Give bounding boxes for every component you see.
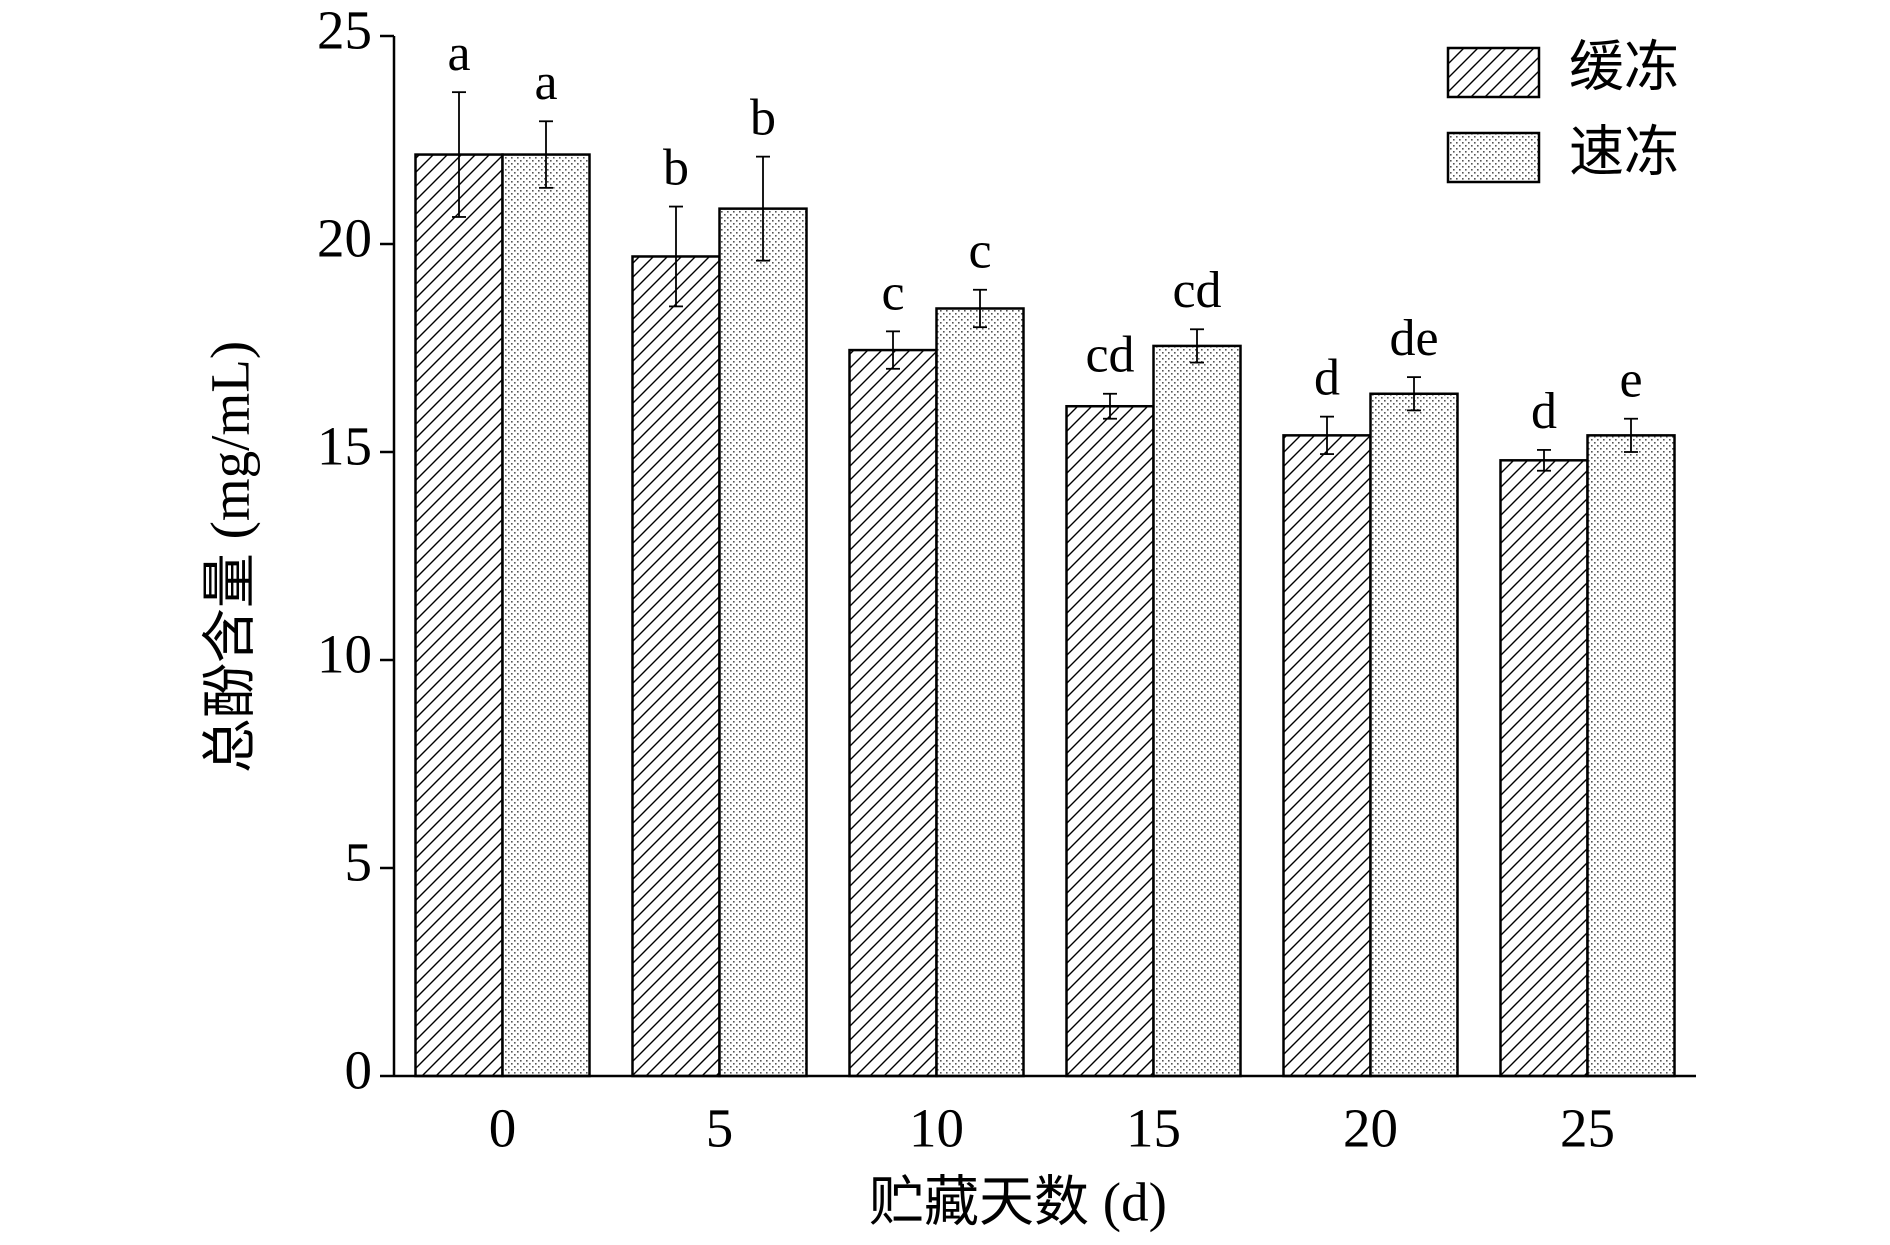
bar — [848, 348, 938, 1078]
significance-label: a — [534, 54, 557, 111]
bar — [1499, 459, 1589, 1078]
bar — [718, 207, 808, 1078]
y-tick-label: 5 — [345, 832, 373, 893]
error-bar — [539, 120, 553, 189]
y-tick-label: 10 — [317, 624, 372, 685]
bar — [1282, 434, 1372, 1078]
y-axis-title: 总酚含量 (mg/mL) — [200, 341, 261, 773]
significance-label: de — [1389, 310, 1438, 367]
significance-label: cd — [1172, 262, 1221, 319]
x-tick-label: 20 — [1343, 1098, 1398, 1159]
bar — [1065, 404, 1155, 1078]
x-tick-label: 0 — [489, 1098, 517, 1159]
error-bar — [886, 330, 900, 370]
bar — [935, 307, 1025, 1078]
y-tick-label: 25 — [317, 0, 372, 61]
bar — [1369, 392, 1459, 1078]
x-tick-label: 10 — [909, 1098, 964, 1159]
significance-label: d — [1314, 350, 1340, 407]
error-bar — [452, 91, 466, 218]
bar — [631, 255, 721, 1078]
legend-label: 速冻 — [1569, 122, 1679, 183]
significance-label: cd — [1085, 327, 1134, 384]
significance-label: b — [750, 90, 776, 147]
bar — [1152, 344, 1242, 1078]
significance-label: c — [881, 264, 904, 321]
y-tick-label: 20 — [317, 208, 372, 269]
y-tick-label: 0 — [345, 1040, 373, 1101]
legend-swatch — [1446, 131, 1541, 184]
significance-label: a — [447, 25, 470, 82]
error-bar — [1320, 415, 1334, 455]
x-tick-label: 25 — [1560, 1098, 1615, 1159]
bar — [414, 153, 504, 1078]
error-bar — [1624, 417, 1638, 453]
x-tick-label: 15 — [1126, 1098, 1181, 1159]
bar — [1586, 434, 1676, 1078]
significance-label: d — [1531, 383, 1557, 440]
error-bar — [1190, 328, 1204, 364]
error-bar — [669, 205, 683, 308]
error-bar — [1537, 449, 1551, 472]
significance-label: b — [663, 139, 689, 196]
significance-label: c — [968, 223, 991, 280]
legend-swatch — [1446, 46, 1541, 99]
x-axis-title: 贮藏天数 (d) — [869, 1172, 1167, 1233]
x-tick-label: 5 — [706, 1098, 734, 1159]
error-bar — [973, 288, 987, 329]
error-bar — [756, 155, 770, 262]
error-bar — [1407, 376, 1421, 412]
bar — [501, 153, 591, 1078]
y-tick-label: 15 — [317, 416, 372, 477]
significance-label: e — [1619, 352, 1642, 409]
error-bar — [1103, 392, 1117, 420]
legend-label: 缓冻 — [1569, 37, 1679, 98]
